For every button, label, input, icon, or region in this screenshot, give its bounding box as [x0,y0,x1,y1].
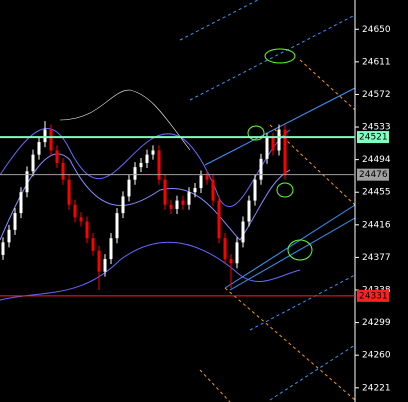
median-line [224,204,356,289]
candle-body [265,137,269,159]
candle-body [25,171,29,193]
candle-body [235,242,239,264]
candle-body [163,179,167,205]
candle-body [181,200,185,205]
candle-body [19,192,23,214]
candle-body [277,129,281,151]
candle-body [97,250,101,272]
candle-body [7,229,11,243]
candle-body [85,221,89,239]
candle-body [79,217,83,222]
candle-body [43,129,47,143]
candle-body [1,242,5,255]
band-line [59,89,191,151]
candle-body [37,142,41,155]
candle-body [109,238,113,260]
candle-body [253,179,257,201]
fork-line [179,0,259,41]
candle-body [193,188,197,193]
candle-body [229,259,233,264]
candle-body [151,150,155,155]
y-tick-label: 24416 [362,220,391,230]
candle-body [133,167,137,180]
fork-line [229,217,356,291]
y-tick-label: 24455 [362,188,391,198]
candle-body [157,150,161,180]
fork-line [299,59,356,111]
candle-body [223,238,227,260]
candle-body [139,162,143,168]
candle-body [31,154,35,172]
y-tick-label: 24260 [362,351,391,361]
candle-body [145,154,149,163]
fork-line [189,14,356,101]
candle-body [283,129,287,175]
y-tick-label: 24494 [362,155,391,165]
candle-body [169,204,173,209]
candle-body [217,200,221,239]
fork-line [249,274,356,331]
candle-body [247,200,251,222]
price-label: 24521 [359,133,388,143]
candle-body [211,179,215,201]
candle-body [61,162,65,180]
candle-body [91,238,95,251]
candle-body [73,204,77,218]
highlight-ellipse [276,182,294,198]
price-label: 24476 [359,170,388,180]
y-tick-label: 24377 [362,253,391,263]
candle-body [13,213,17,230]
candle-body [199,175,203,189]
candle-body [103,259,107,272]
band-line [0,241,301,301]
candle-body [121,196,125,214]
candle-body [67,179,71,205]
candle-body [259,158,263,180]
candle-body [49,129,53,151]
price-label-box [357,131,389,144]
highlight-ellipse [264,48,296,64]
y-tick-label: 24221 [362,383,391,393]
candle-body [55,150,59,163]
y-tick-label: 24572 [362,90,391,100]
price-label-box [357,168,389,181]
y-tick-label: 24650 [362,25,391,35]
fork-line [269,344,356,401]
candle-body [115,213,119,239]
candle-body [241,221,245,243]
highlight-ellipse [247,125,265,141]
fork-line [224,287,356,401]
pitchfork [0,0,356,402]
fork-line [204,87,356,166]
band-line [0,153,291,241]
candle-body [127,179,131,197]
y-tick-label: 24533 [362,123,391,133]
price-label-box [357,289,389,302]
candle-body [175,200,179,209]
y-tick-label: 24611 [362,57,391,67]
candle-body [271,137,275,151]
candle-body [205,175,209,180]
band-line [0,128,291,208]
y-tick-label: 24299 [362,318,391,328]
fork-line [199,369,231,402]
candle-body [187,192,191,205]
highlight-ellipse [287,239,313,261]
price-label: 24331 [359,291,388,301]
